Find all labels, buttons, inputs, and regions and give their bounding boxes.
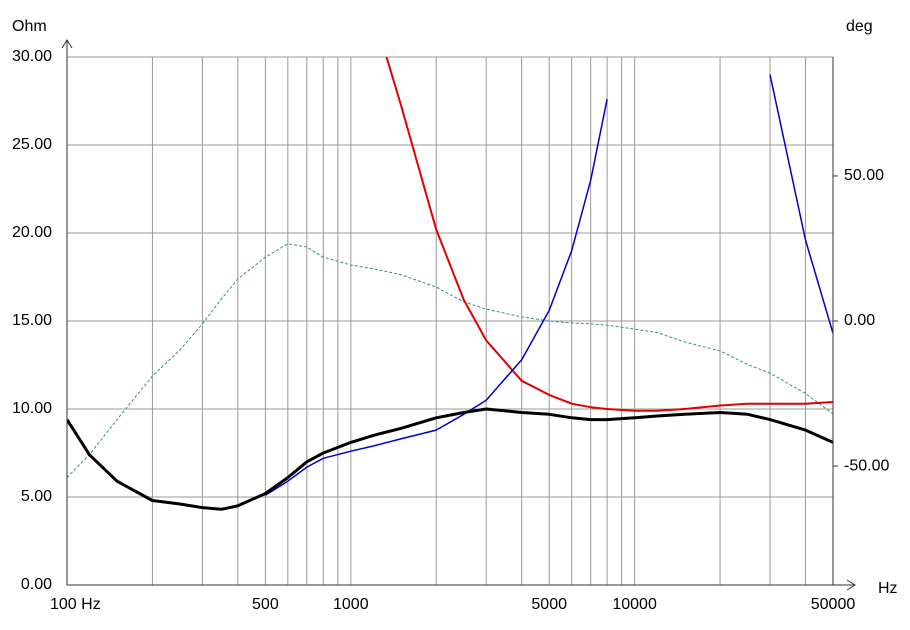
x-tick-label: 1000 [333, 596, 369, 613]
x-tick-label: 500 [252, 596, 279, 613]
series-line [265, 74, 833, 496]
y-tick-label: 20.00 [12, 224, 52, 241]
y2-tick-label: 50.00 [844, 167, 884, 184]
series-line [67, 243, 833, 479]
y2-tick-label: 0.00 [844, 312, 875, 329]
x-tick-label: 50000 [811, 596, 856, 613]
y-tick-label: 25.00 [12, 136, 52, 153]
x-tick-label: 5000 [531, 596, 567, 613]
y-tick-label: 30.00 [12, 48, 52, 65]
y2-axis-label: deg [846, 18, 873, 35]
lines [67, 57, 833, 511]
y-tick-label: 10.00 [12, 400, 52, 417]
y-tick-label: 15.00 [12, 312, 52, 329]
series-line [385, 57, 833, 412]
y-axis-label: Ohm [12, 18, 47, 35]
arrow [61, 39, 73, 49]
y-tick-label: 5.00 [21, 488, 52, 505]
y-tick-label: 0.00 [21, 576, 52, 593]
x-tick-label: 10000 [612, 596, 657, 613]
series-line [67, 407, 833, 511]
y2-tick-label: -50.00 [844, 457, 889, 474]
x-axis-label: Hz [878, 580, 898, 597]
arrow [846, 579, 856, 591]
x-tick-label: 100 Hz [50, 596, 101, 613]
